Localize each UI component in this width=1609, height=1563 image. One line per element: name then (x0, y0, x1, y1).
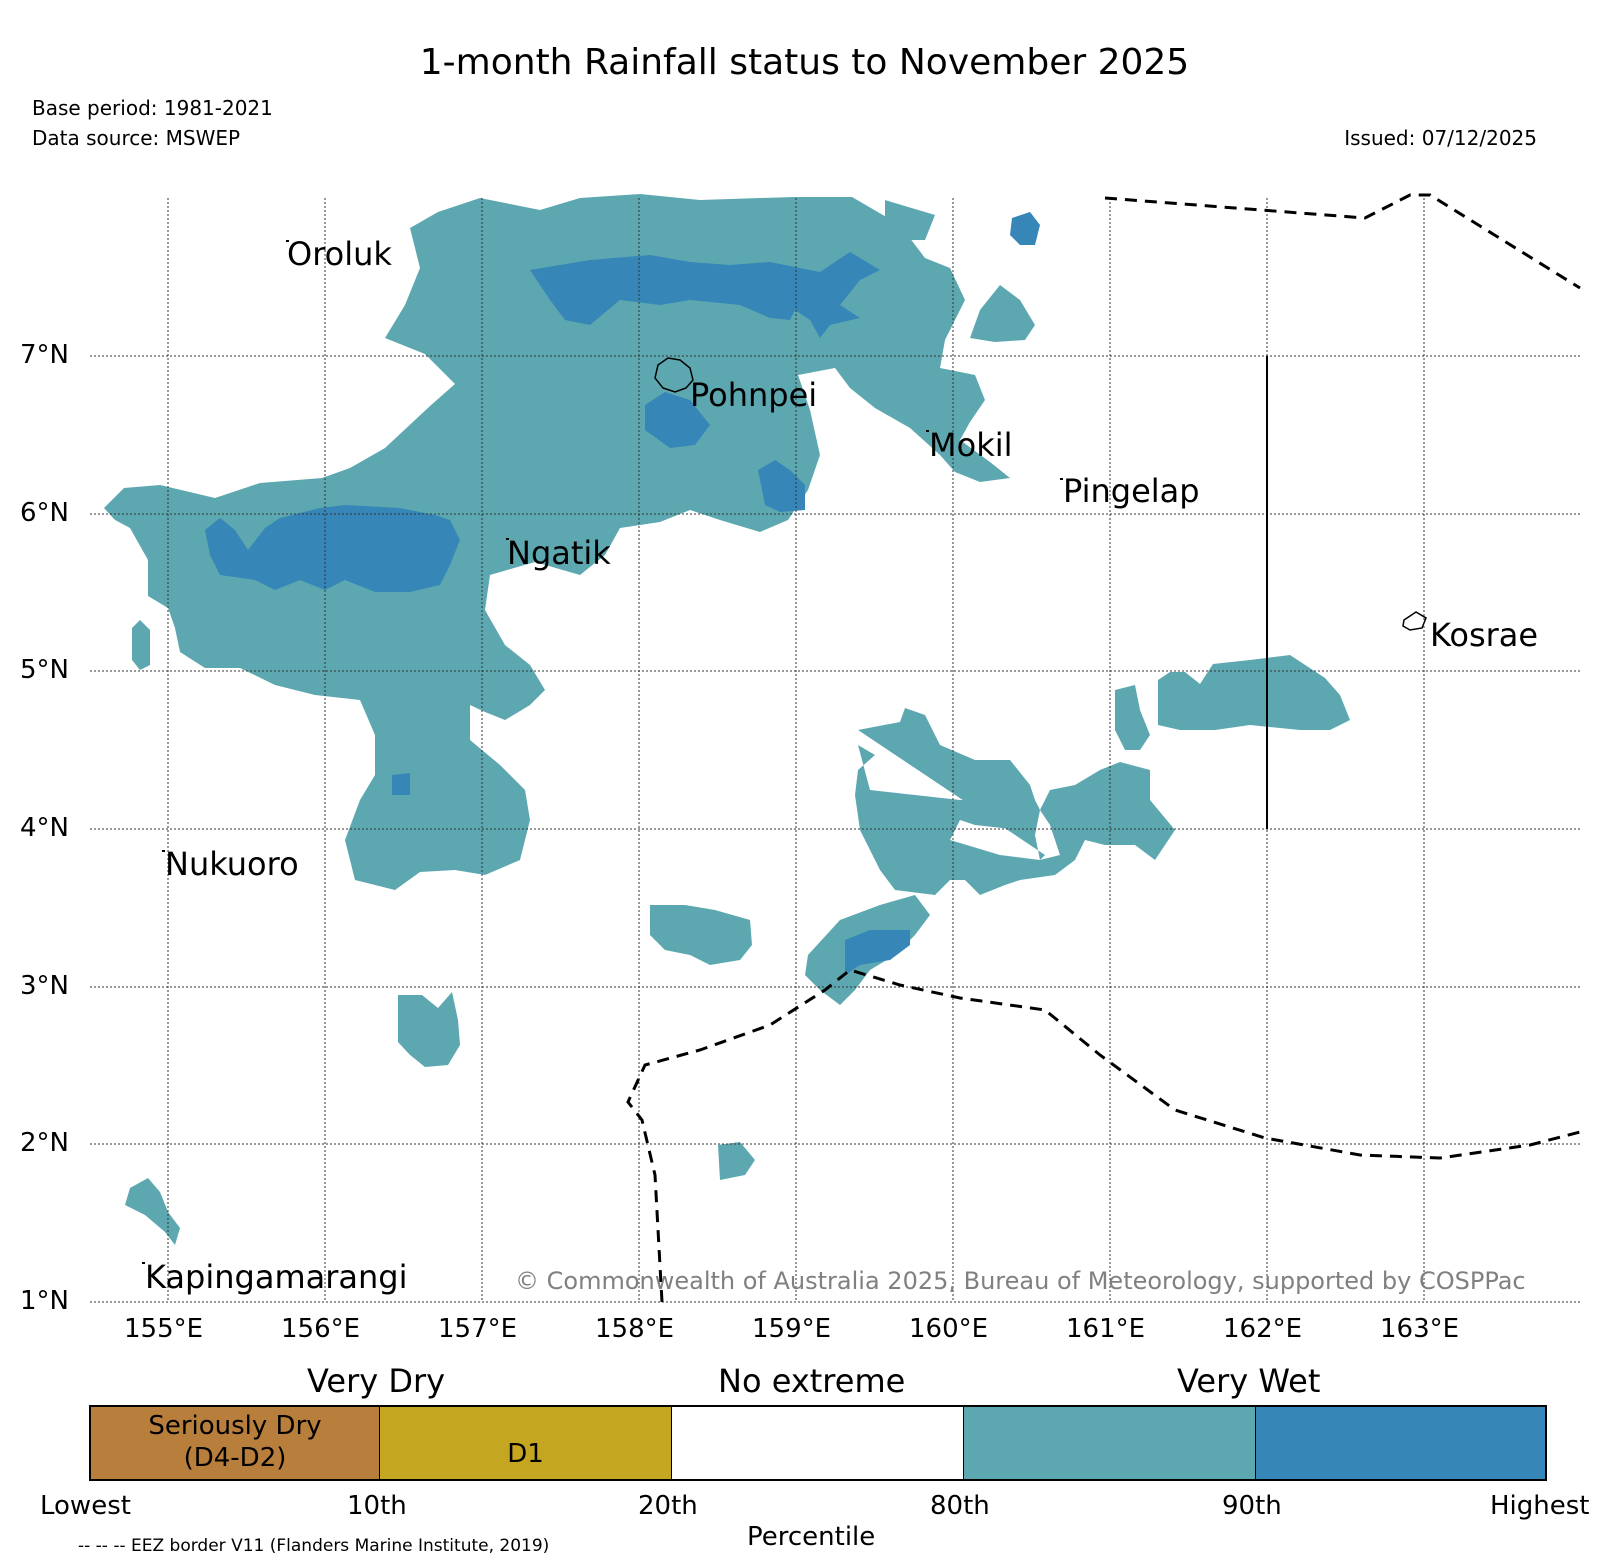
wet-region-south-a (650, 905, 752, 965)
copyright-notice: © Commonwealth of Australia 2025, Bureau… (515, 1267, 1526, 1295)
legend-segment-very-wet (1256, 1405, 1547, 1481)
place-label-oroluk: Oroluk (287, 235, 392, 273)
legend-segment-d1: D1 (380, 1405, 672, 1481)
pohnpei-island-outline (654, 357, 694, 393)
place-label-ngatik: Ngatik (507, 534, 611, 572)
legend-tick-lowest: Lowest (40, 1491, 131, 1521)
lat-label-1n: 1°N (20, 1286, 69, 1316)
very-wet-region-east-pohnpei (758, 460, 805, 512)
graticule (90, 198, 1580, 1303)
legend-segment-wet (964, 1405, 1256, 1481)
base-period: Base period: 1981-2021 (32, 96, 273, 120)
wet-region-east-kosrae (1158, 655, 1350, 730)
lon-label-163e: 163°E (1380, 1314, 1460, 1344)
place-label-mokil: Mokil (929, 426, 1013, 464)
very-wet-region-south (845, 930, 910, 975)
very-wet-region-west (205, 505, 460, 592)
lon-label-159e: 159°E (752, 1314, 832, 1344)
eez-border-south (626, 968, 1581, 1303)
wet-region-south-d (718, 1142, 755, 1180)
legend-segment-seriously-dry-label: Seriously Dry (148, 1411, 322, 1441)
lat-label-3n: 3°N (20, 971, 69, 1001)
eez-note: -- -- -- EEZ border V11 (Flanders Marine… (78, 1536, 550, 1556)
legend-group-very-dry: Very Dry (307, 1362, 446, 1400)
lat-label-7n: 7°N (20, 340, 69, 370)
legend-group-no-extreme: No extreme (718, 1362, 906, 1400)
legend-segment-seriously-dry: Seriously Dry (D4-D2) (89, 1405, 380, 1481)
lat-label-6n: 6°N (20, 498, 69, 528)
chart-title: 1-month Rainfall status to November 2025 (419, 42, 1190, 83)
very-wet-region-north-band (530, 252, 880, 338)
very-wet-region-pohnpei (645, 392, 710, 448)
wet-region-west-main (104, 194, 1010, 890)
wet-region-southwest (125, 1178, 180, 1245)
legend-group-very-wet: Very Wet (1177, 1362, 1321, 1400)
issued-date: Issued: 07/12/2025 (1344, 126, 1537, 150)
legend-segment-no-extreme (672, 1405, 964, 1481)
lat-label-4n: 4°N (20, 813, 69, 843)
lon-label-160e: 160°E (909, 1314, 989, 1344)
lat-label-2n: 2°N (20, 1128, 69, 1158)
lat-label-5n: 5°N (20, 655, 69, 685)
lon-label-162e: 162°E (1223, 1314, 1303, 1344)
wet-region-east-small (970, 285, 1035, 342)
wet-regions (104, 194, 1350, 1245)
wet-region-kosrae-small (1115, 685, 1150, 750)
legend-tick-10th: 10th (347, 1491, 407, 1521)
very-wet-region-ne (1010, 212, 1040, 245)
eez-border-north (1104, 193, 1581, 290)
legend-tick-80th: 80th (930, 1491, 990, 1521)
legend-axis-label: Percentile (747, 1522, 876, 1552)
wet-region-center (855, 708, 1175, 895)
lon-label-157e: 157°E (438, 1314, 518, 1344)
legend-tick-90th: 90th (1222, 1491, 1282, 1521)
place-label-pingelap: Pingelap (1063, 472, 1200, 510)
data-source: Data source: MSWEP (32, 126, 241, 150)
lon-label-156e: 156°E (281, 1314, 361, 1344)
place-label-nukuoro: Nukuoro (165, 845, 299, 883)
wet-region-south-c (398, 992, 460, 1067)
legend-tick-highest: Highest (1490, 1491, 1590, 1521)
very-wet-region-small (392, 773, 410, 795)
place-label-kapingamarangi: Kapingamarangi (145, 1258, 408, 1296)
atoll-markers (142, 240, 1063, 1264)
legend-segment-d1-label: D1 (507, 1439, 544, 1469)
lon-label-161e: 161°E (1066, 1314, 1146, 1344)
lon-label-158e: 158°E (595, 1314, 675, 1344)
wet-region-west-small (132, 620, 150, 670)
place-label-pohnpei: Pohnpei (690, 376, 818, 414)
eez-borders (626, 193, 1581, 1303)
legend-tick-20th: 20th (638, 1491, 698, 1521)
kosrae-island-outline (1402, 611, 1427, 631)
very-wet-regions (205, 212, 1040, 975)
legend-segment-seriously-dry-sublabel: (D4-D2) (183, 1443, 287, 1473)
place-label-kosrae: Kosrae (1430, 616, 1539, 654)
lon-label-155e: 155°E (124, 1314, 204, 1344)
